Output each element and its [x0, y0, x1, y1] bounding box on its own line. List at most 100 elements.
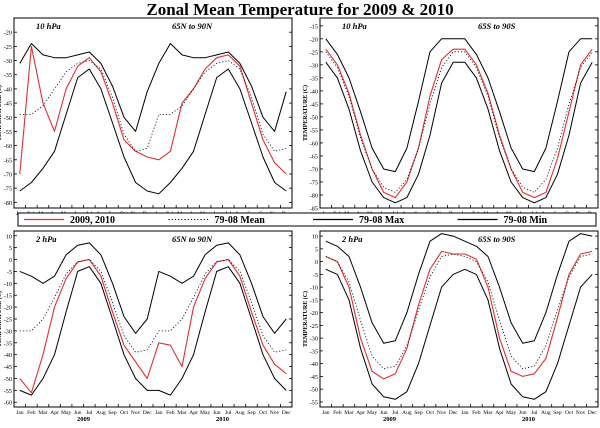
y-tick-label: -50 — [310, 387, 318, 394]
y-tick-label: 5 — [9, 245, 12, 252]
month-label: Oct — [120, 410, 129, 416]
y-tick-label: -40 — [4, 86, 12, 93]
month-label: May — [61, 410, 71, 416]
year-label: 2010 — [216, 416, 229, 423]
y-tick-label: -75 — [4, 186, 12, 193]
month-label: Dec — [449, 410, 459, 416]
legend-label-79-08-mean: 79-08 Mean — [215, 215, 266, 226]
y-tick-label: -15 — [310, 23, 318, 30]
month-label: Mar — [344, 410, 353, 416]
y-tick-label: -30 — [4, 328, 12, 335]
y-tick-label: -50 — [4, 115, 12, 122]
year-label: 2009 — [383, 416, 397, 423]
month-label: Jan — [16, 410, 24, 416]
y-tick-label: -30 — [310, 336, 318, 343]
legend-label-79-08-min: 79-08 Min — [504, 215, 548, 226]
month-label: Dec — [282, 410, 292, 416]
region-label: 65S to 90S — [478, 234, 516, 244]
region-label: 65S to 90S — [478, 21, 516, 31]
pressure-label: 2 hPa — [35, 234, 57, 244]
series-line-79-08-min — [325, 61, 593, 204]
series-line-2009-2010 — [19, 258, 287, 394]
y-tick-label: -20 — [310, 310, 318, 317]
month-label: Sep — [108, 410, 117, 416]
month-label: Aug — [235, 410, 245, 416]
region-label: 65N to 90N — [172, 234, 213, 244]
y-tick-label: -75 — [310, 179, 318, 186]
y-tick-label: -30 — [310, 62, 318, 69]
month-label: Feb — [27, 410, 36, 416]
y-tick-label: -55 — [4, 388, 12, 395]
y-tick-label: -25 — [4, 44, 12, 51]
y-tick-label: -70 — [310, 166, 318, 173]
month-label: Oct — [565, 410, 574, 416]
pressure-label: 10 hPa — [36, 21, 62, 31]
y-tick-label: -20 — [310, 36, 318, 43]
y-axis-label: TEMPERATURE (C) — [302, 85, 309, 141]
month-label: Feb — [166, 410, 175, 416]
y-tick-label: 5 — [315, 246, 318, 253]
plot-frame — [319, 230, 599, 408]
series-line-79-08-min — [325, 268, 593, 400]
month-label: Oct — [259, 410, 268, 416]
series-line-79-08-max — [325, 38, 593, 173]
month-label: Nov — [576, 410, 586, 416]
main-title: Zonal Mean Temperature for 2009 & 2010 — [146, 0, 454, 19]
y-tick-label: 10 — [6, 233, 12, 240]
month-label: Nov — [131, 410, 141, 416]
y-tick-label: -35 — [4, 72, 12, 79]
y-tick-label: -30 — [4, 58, 12, 65]
y-tick-label: -45 — [4, 364, 12, 371]
month-label: Nov — [437, 410, 447, 416]
month-label: Aug — [402, 410, 412, 416]
region-label: 65N to 90N — [172, 21, 213, 31]
month-label: Jul — [531, 410, 538, 416]
month-label: Feb — [333, 410, 342, 416]
legend-label-2009-2010: 2009, 2010 — [70, 215, 115, 226]
month-label: Dec — [143, 410, 153, 416]
y-tick-label: -20 — [4, 30, 12, 37]
series-line-2009-2010 — [325, 250, 593, 380]
y-tick-label: -15 — [310, 297, 318, 304]
y-tick-label: -55 — [4, 129, 12, 136]
plot-frame — [13, 17, 293, 209]
y-tick-label: -20 — [4, 305, 12, 312]
y-tick-label: -10 — [4, 281, 12, 288]
month-label: Aug — [96, 410, 106, 416]
pressure-label: 10 hPa — [342, 21, 368, 31]
year-label: 2010 — [522, 416, 535, 423]
series-line-2009-2010 — [19, 45, 287, 175]
pressure-label: 2 hPa — [341, 234, 363, 244]
month-label: Apr — [189, 410, 198, 416]
y-axis-label: TEMPERATURE (C) — [0, 291, 3, 347]
y-tick-label: -35 — [310, 75, 318, 82]
y-tick-label: -5 — [7, 269, 12, 276]
month-label: Sep — [553, 410, 562, 416]
y-tick-label: -60 — [310, 140, 318, 147]
y-tick-label: 10 — [312, 234, 318, 241]
y-tick-label: -10 — [310, 285, 318, 292]
y-tick-label: 0 — [315, 259, 318, 266]
series-line-79-08-mean — [19, 259, 287, 353]
month-label: Mar — [483, 410, 492, 416]
panel-2hpa-north: -60-55-50-45-40-35-30-25-20-15-10-50510J… — [0, 230, 293, 423]
y-tick-label: -25 — [310, 323, 318, 330]
series-line-79-08-mean — [325, 253, 593, 370]
month-label: Jun — [380, 410, 388, 416]
month-label: Sep — [414, 410, 423, 416]
month-label: Jul — [392, 410, 399, 416]
y-tick-label: -55 — [310, 399, 318, 406]
y-tick-label: -80 — [4, 200, 12, 207]
y-tick-label: -15 — [4, 293, 12, 300]
y-tick-label: 0 — [9, 257, 12, 264]
month-label: Oct — [426, 410, 435, 416]
month-label: May — [200, 410, 210, 416]
month-label: Apr — [50, 410, 59, 416]
month-label: Jan — [155, 410, 163, 416]
month-label: Mar — [177, 410, 186, 416]
y-tick-label: -55 — [310, 127, 318, 134]
y-axis-label: TEMPERATURE (C) — [0, 85, 3, 141]
y-tick-label: -25 — [310, 49, 318, 56]
month-label: May — [506, 410, 516, 416]
